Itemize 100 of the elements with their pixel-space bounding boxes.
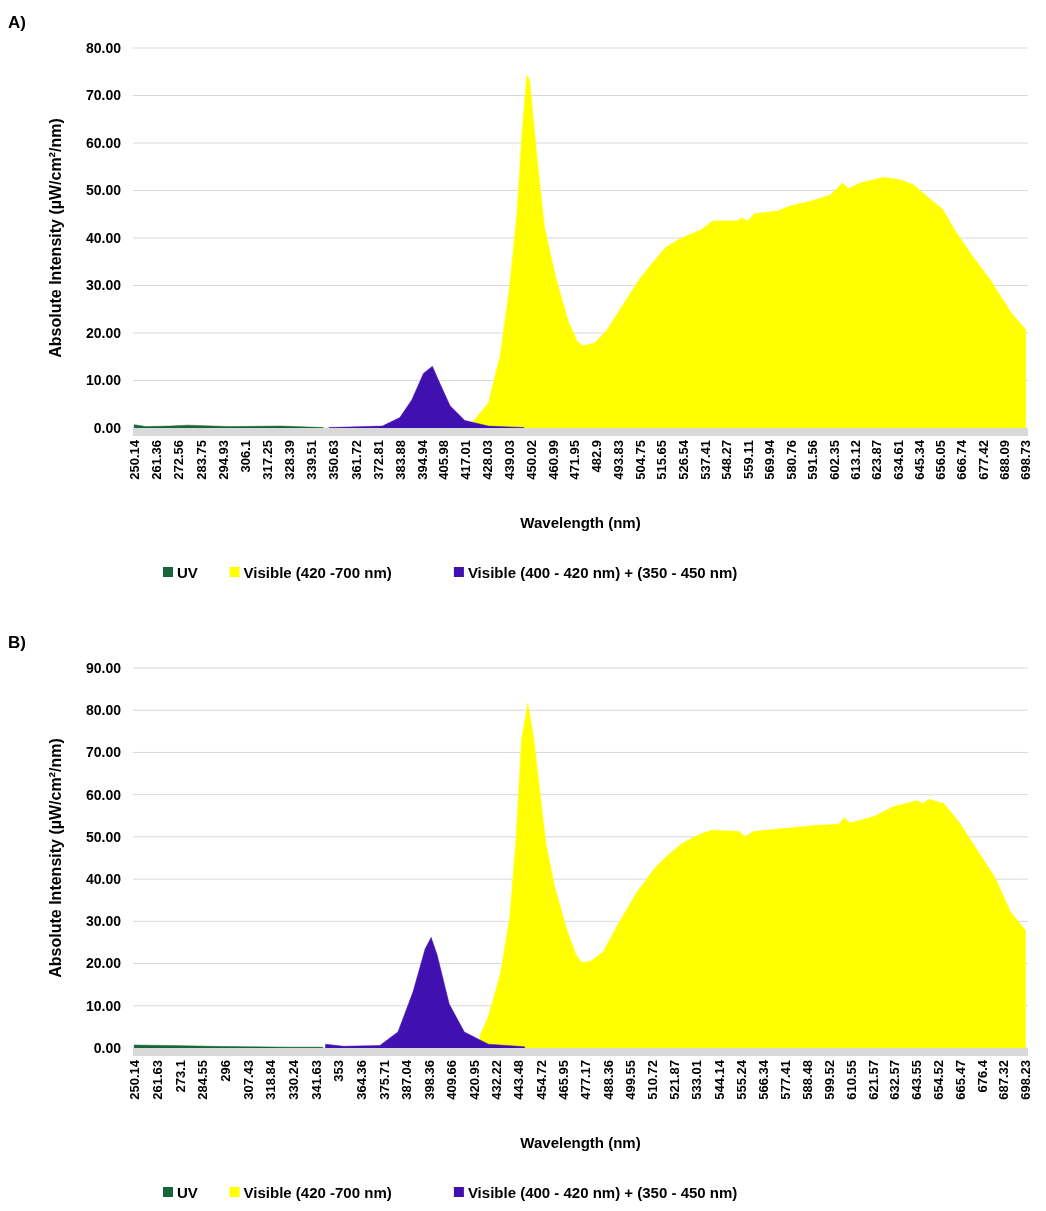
y-tick-label: 20.00 (85, 324, 122, 341)
x-tick-label: 443.48 (511, 1060, 527, 1100)
x-tick-label: 548.27 (719, 440, 735, 480)
x-tick-label: 273.1 (172, 1060, 188, 1093)
x-tick-label: 602.35 (826, 440, 842, 480)
y-tick-label: 50.00 (85, 828, 122, 845)
x-tick-label: 577.41 (777, 1060, 793, 1100)
chart-title: B) (8, 633, 26, 652)
x-tick-label: 621.57 (865, 1060, 881, 1100)
x-tick-label: 318.84 (263, 1059, 279, 1100)
x-tick-label: 409.66 (444, 1060, 460, 1100)
x-tick-label: 450.02 (523, 440, 539, 480)
x-tick-label: 488.36 (600, 1060, 616, 1100)
x-tick-label: 499.55 (622, 1060, 638, 1100)
x-tick-label: 645.34 (911, 439, 927, 480)
x-tick-label: 317.25 (260, 440, 276, 480)
x-tick-label: 471.95 (567, 440, 583, 480)
x-tick-label: 544.14 (711, 1059, 727, 1100)
y-tick-label: 10.00 (85, 997, 122, 1014)
x-tick-label: 420.95 (466, 1060, 482, 1100)
y-axis-title: Absolute Intensity (µW/cm²/nm) (47, 738, 64, 978)
y-tick-label: 70.00 (85, 87, 122, 104)
y-tick-label: 40.00 (85, 229, 122, 246)
y-tick-label: 40.00 (85, 871, 122, 888)
x-tick-label: 261.36 (149, 440, 165, 480)
x-tick-label: 610.55 (843, 1060, 859, 1100)
x-tick-label: 272.56 (171, 440, 187, 480)
x-tick-label: 656.05 (933, 440, 949, 480)
x-tick-label: 465.95 (556, 1060, 572, 1100)
x-tick-label: 330.24 (286, 1059, 302, 1100)
x-tick-label: 477.17 (578, 1060, 594, 1100)
x-tick-label: 394.94 (414, 439, 430, 480)
x-tick-label: 398.36 (421, 1060, 437, 1100)
x-tick-label: 283.75 (193, 440, 209, 480)
x-tick-label: 284.55 (195, 1060, 211, 1100)
x-tick-label: 482.9 (589, 440, 605, 473)
x-tick-label: 405.98 (436, 440, 452, 480)
y-tick-label: 10.00 (85, 372, 122, 389)
x-tick-label: 460.99 (545, 440, 561, 480)
x-tick-label: 566.34 (755, 1059, 771, 1100)
x-tick-label: 250.14 (126, 439, 142, 480)
chart-title: A) (8, 13, 26, 32)
y-tick-label: 80.00 (85, 702, 122, 719)
x-tick-label: 613.12 (847, 440, 863, 480)
y-tick-label: 0.00 (93, 1039, 122, 1056)
x-tick-label: 307.43 (240, 1060, 256, 1100)
x-tick-label: 588.48 (799, 1060, 815, 1100)
y-tick-label: 20.00 (85, 955, 122, 972)
x-tick-label: 632.57 (887, 1060, 903, 1100)
x-tick-label: 339.51 (304, 440, 320, 480)
x-tick-label: 654.52 (931, 1060, 947, 1100)
x-tick-label: 688.09 (996, 440, 1012, 480)
x-tick-label: 521.87 (667, 1060, 683, 1100)
x-tick-label: 375.71 (376, 1060, 392, 1100)
x-tick-label: 533.01 (689, 1060, 705, 1100)
x-tick-label: 439.03 (502, 440, 518, 480)
y-tick-label: 70.00 (85, 744, 122, 761)
x-tick-label: 559.11 (740, 440, 756, 480)
y-tick-label: 30.00 (85, 913, 122, 930)
y-tick-label: 60.00 (85, 134, 122, 151)
x-tick-label: 364.36 (353, 1060, 369, 1100)
x-tick-label: 383.88 (392, 440, 408, 480)
x-tick-label: 250.14 (126, 1059, 142, 1100)
x-tick-label: 666.74 (954, 439, 970, 480)
y-tick-label: 0.00 (93, 419, 122, 436)
x-tick-label: 515.65 (654, 440, 670, 480)
x-tick-label: 676.4 (974, 1059, 990, 1093)
x-tick-label: 350.63 (326, 440, 342, 480)
x-tick-label: 504.75 (632, 440, 648, 480)
x-tick-label: 580.76 (783, 440, 799, 480)
y-tick-label: 90.00 (85, 659, 122, 676)
x-tick-label: 569.94 (762, 439, 778, 480)
x-tick-label: 261.63 (149, 1060, 165, 1100)
x-tick-label: 555.24 (733, 1059, 749, 1100)
x-tick-label: 454.72 (533, 1060, 549, 1100)
x-tick-label: 591.56 (805, 440, 821, 480)
legend-label: UV (177, 564, 198, 581)
x-tick-label: 687.32 (996, 1060, 1012, 1100)
x-tick-label: 328.39 (282, 440, 298, 480)
x-axis-title: Wavelength (nm) (520, 1134, 641, 1151)
x-tick-label: 361.72 (348, 440, 364, 480)
x-tick-label: 387.04 (399, 1059, 415, 1100)
x-tick-label: 432.22 (488, 1060, 504, 1100)
x-tick-label: 643.55 (909, 1060, 925, 1100)
x-tick-label: 428.03 (480, 440, 496, 480)
x-tick-label: 296 (218, 1060, 234, 1082)
x-tick-label: 526.54 (675, 439, 691, 480)
x-tick-label: 537.41 (697, 440, 713, 480)
x-tick-label: 698.23 (1018, 1060, 1034, 1100)
x-tick-label: 353 (331, 1060, 347, 1082)
x-tick-label: 417.01 (458, 440, 474, 480)
x-axis-title: Wavelength (nm) (520, 514, 641, 531)
x-tick-label: 599.52 (821, 1060, 837, 1100)
x-tick-label: 294.93 (215, 440, 231, 480)
y-tick-label: 80.00 (85, 39, 122, 56)
x-tick-label: 341.63 (308, 1060, 324, 1100)
x-tick-label: 510.72 (645, 1060, 661, 1100)
x-tick-label: 634.61 (890, 440, 906, 480)
y-axis-title: Absolute Intensity (µW/cm²/nm) (47, 118, 64, 358)
x-tick-label: 698.73 (1018, 440, 1034, 480)
